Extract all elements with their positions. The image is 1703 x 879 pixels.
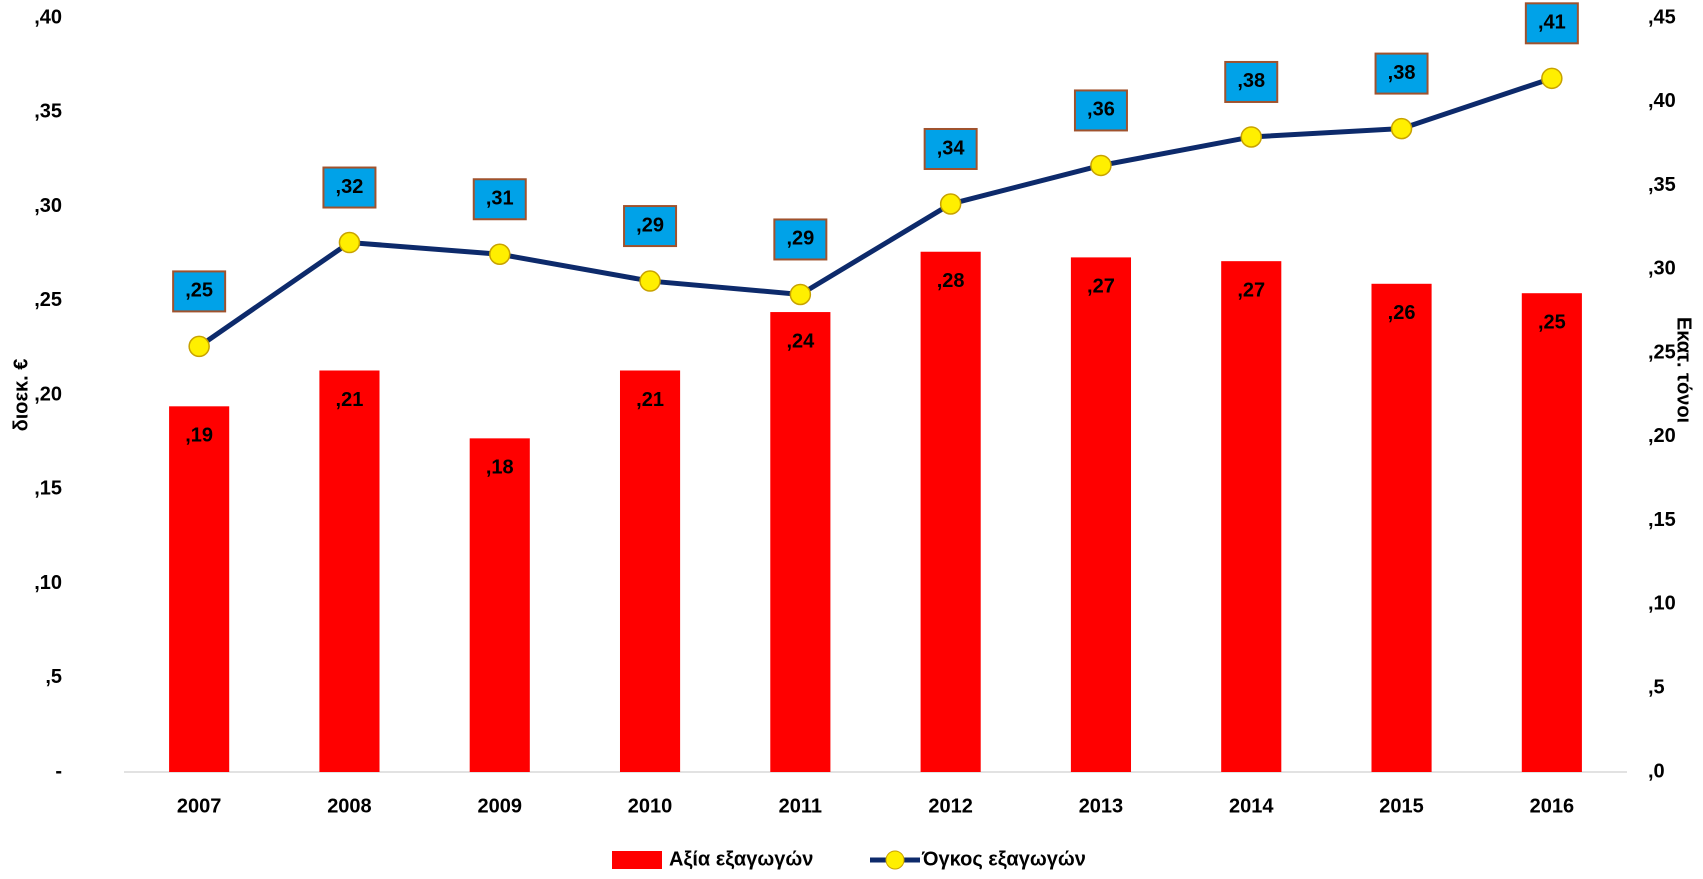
y2-tick-label: ,15 bbox=[1648, 509, 1676, 531]
bar bbox=[619, 370, 681, 772]
bar bbox=[469, 438, 530, 772]
legend-label: Όγκος εξαγωγών bbox=[921, 848, 1086, 870]
x-tick-label: 2014 bbox=[1229, 795, 1274, 817]
bar-value-label: ,18 bbox=[486, 457, 514, 479]
value-label-box bbox=[1524, 2, 1579, 45]
y-axis-title: διοεκ. € bbox=[10, 359, 32, 432]
x-tick-label: 2016 bbox=[1530, 795, 1575, 817]
value-label-box bbox=[472, 178, 527, 221]
bar bbox=[1371, 283, 1432, 772]
bar bbox=[1221, 261, 1282, 772]
x-tick-label: 2012 bbox=[928, 795, 973, 817]
x-tick-label: 2010 bbox=[628, 795, 673, 817]
line-marker bbox=[639, 270, 661, 292]
bar-value-label: ,21 bbox=[336, 389, 364, 411]
y-tick-label: ,15 bbox=[34, 478, 62, 500]
value-label-box bbox=[623, 205, 678, 248]
x-tick-label: 2007 bbox=[177, 795, 222, 817]
y-tick-label: ,5 bbox=[45, 666, 62, 688]
line-value-label: ,41 bbox=[1538, 12, 1566, 34]
bar-value-label: ,24 bbox=[786, 330, 815, 352]
line-value-label: ,25 bbox=[185, 280, 213, 302]
bar-value-label: ,25 bbox=[1538, 311, 1566, 333]
x-tick-label: 2015 bbox=[1379, 795, 1424, 817]
line-marker bbox=[338, 231, 361, 254]
x-tick-label: 2008 bbox=[327, 795, 372, 817]
bar bbox=[169, 406, 230, 772]
y2-tick-label: ,0 bbox=[1648, 760, 1665, 782]
line-marker bbox=[1541, 67, 1563, 90]
line-value-label: ,34 bbox=[937, 137, 966, 159]
bar-value-label: ,21 bbox=[636, 389, 664, 411]
bar bbox=[770, 312, 831, 772]
value-label-box bbox=[1224, 60, 1279, 103]
line-marker bbox=[489, 243, 511, 266]
bar bbox=[319, 370, 380, 772]
y-tick-label: ,35 bbox=[34, 101, 62, 123]
line-marker bbox=[789, 283, 812, 306]
y-tick-label: ,20 bbox=[34, 383, 62, 405]
line-marker bbox=[1390, 117, 1413, 140]
bar bbox=[920, 251, 981, 773]
line-marker bbox=[188, 335, 210, 358]
bar-value-label: ,28 bbox=[937, 270, 965, 292]
line-value-label: ,38 bbox=[1388, 62, 1416, 84]
line-value-label: ,36 bbox=[1087, 99, 1115, 121]
x-tick-label: 2011 bbox=[779, 795, 822, 817]
bar-value-label: ,26 bbox=[1388, 302, 1416, 324]
line-marker bbox=[939, 193, 962, 215]
line bbox=[197, 75, 1553, 349]
line-value-label: ,31 bbox=[486, 188, 514, 210]
y-tick-label: ,25 bbox=[34, 289, 62, 311]
line-value-label: ,29 bbox=[636, 214, 664, 236]
line-marker bbox=[1240, 126, 1262, 148]
y-tick-label: ,30 bbox=[34, 195, 62, 217]
value-label-box bbox=[1073, 89, 1128, 132]
y2-axis-title: Εκατ. τόνοι bbox=[1673, 317, 1695, 423]
value-label-box bbox=[322, 166, 377, 209]
legend-swatch bbox=[612, 851, 662, 869]
y2-tick-label: ,20 bbox=[1648, 425, 1676, 447]
bar-value-label: ,27 bbox=[1087, 276, 1115, 298]
y2-tick-label: ,10 bbox=[1648, 593, 1676, 615]
value-label-box bbox=[923, 127, 978, 170]
y2-tick-label: ,35 bbox=[1648, 174, 1676, 196]
y2-tick-label: ,40 bbox=[1648, 90, 1676, 112]
line-value-label: ,32 bbox=[336, 176, 364, 198]
line-marker bbox=[1090, 154, 1112, 177]
value-label-box bbox=[172, 270, 227, 313]
line-value-label: ,38 bbox=[1237, 70, 1265, 92]
bar-value-label: ,19 bbox=[185, 425, 213, 447]
x-tick-label: 2009 bbox=[478, 795, 523, 817]
value-label-box bbox=[1374, 52, 1429, 95]
y2-tick-label: ,25 bbox=[1648, 341, 1676, 363]
x-tick-label: 2013 bbox=[1079, 795, 1124, 817]
y2-tick-label: ,5 bbox=[1648, 677, 1665, 699]
y-tick-label: ,40 bbox=[34, 6, 62, 28]
y-tick-label: ,10 bbox=[34, 572, 62, 594]
line-value-label: ,29 bbox=[786, 228, 814, 250]
legend-label: Αξία εξαγωγών bbox=[669, 848, 813, 870]
bar bbox=[1070, 257, 1132, 772]
y-tick-label: - bbox=[55, 760, 62, 782]
y2-tick-label: ,45 bbox=[1648, 6, 1676, 28]
legend-swatch bbox=[885, 850, 905, 870]
bar-value-label: ,27 bbox=[1237, 279, 1265, 301]
y2-tick-label: ,30 bbox=[1648, 258, 1676, 280]
bar bbox=[1521, 293, 1582, 772]
value-label-box bbox=[773, 218, 828, 261]
